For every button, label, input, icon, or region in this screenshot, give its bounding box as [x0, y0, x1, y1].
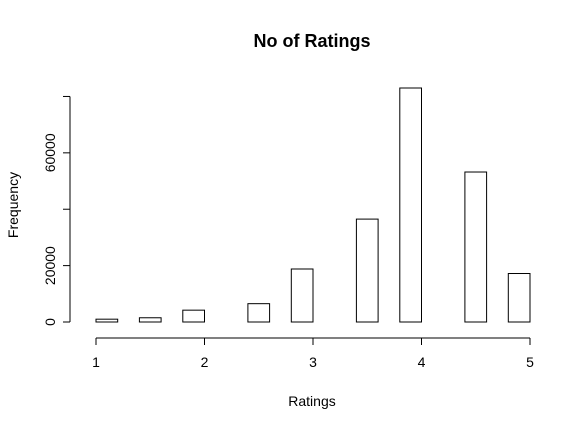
x-tick-label: 5	[526, 354, 534, 370]
x-axis: 1 2 3 4 5	[92, 337, 534, 370]
bars-group	[95, 87, 531, 323]
chart-title: No of Ratings	[254, 31, 371, 51]
histogram-bar-7	[464, 171, 488, 323]
histogram-bar-5	[355, 218, 379, 323]
x-tick-label: 2	[201, 354, 209, 370]
histogram-bar-8	[507, 273, 531, 323]
y-tick-label: 0	[42, 318, 58, 326]
histogram-bar-2	[182, 309, 206, 323]
y-tick-label: 20000	[42, 246, 58, 285]
x-tick-label: 1	[92, 354, 100, 370]
histogram-bar-3	[247, 303, 271, 323]
x-tick-label: 4	[418, 354, 426, 370]
y-tick-label: 60000	[42, 133, 58, 172]
y-axis-label: Frequency	[5, 172, 21, 238]
y-axis: 0 20000 60000	[42, 95, 71, 326]
histogram-bar-1	[138, 317, 162, 323]
x-tick-label: 3	[309, 354, 317, 370]
histogram-bar-0	[95, 318, 119, 323]
histogram-bar-6	[399, 87, 422, 323]
x-axis-label: Ratings	[288, 393, 335, 409]
histogram-bar-4	[290, 268, 314, 323]
